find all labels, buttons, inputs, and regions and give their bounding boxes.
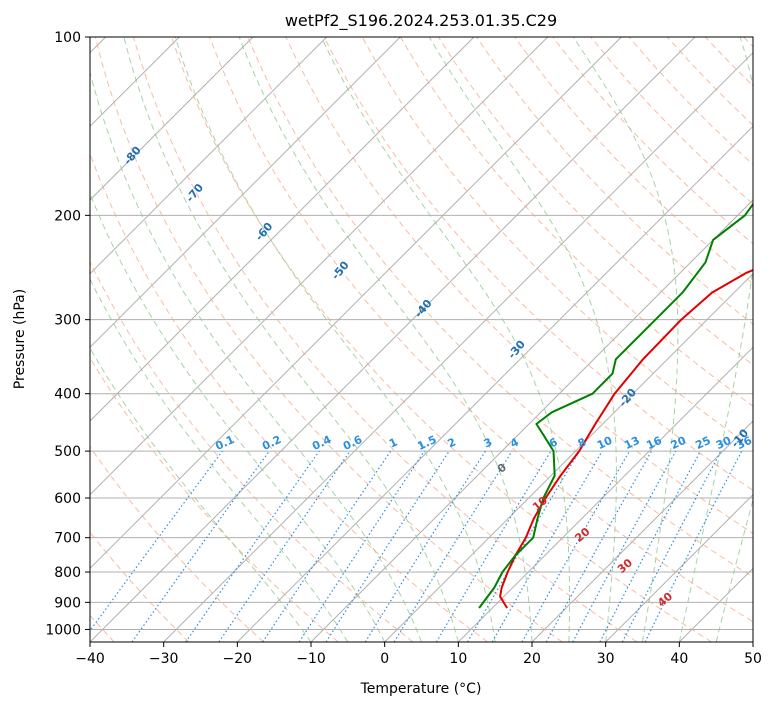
moist-adiabat-label: 20 <box>572 525 592 545</box>
moist-adiabat-line <box>16 37 348 642</box>
mixing-ratio-line <box>522 451 629 642</box>
isotherm-line <box>0 37 474 642</box>
x-tick-label: 40 <box>670 651 688 667</box>
x-tick-label: 0 <box>380 651 389 667</box>
mixing-ratio-label: 0.4 <box>310 433 333 453</box>
isotherm-line <box>679 37 775 642</box>
dry-adiabat-line <box>0 37 263 642</box>
mixing-ratio-label: 10 <box>595 434 615 452</box>
x-axis-title: Temperature (°C) <box>360 681 482 697</box>
y-tick-label: 700 <box>54 531 81 547</box>
y-tick-label: 1000 <box>45 622 81 638</box>
dry-adiabat-line <box>0 37 338 642</box>
y-axis-title: Pressure (hPa) <box>12 289 28 389</box>
mixing-ratio-label: 0.2 <box>260 433 283 453</box>
grid-layer <box>0 37 775 642</box>
dry-adiabat-line <box>57 37 488 642</box>
dry-adiabat-label: -80 <box>121 144 144 168</box>
x-tick-label: 50 <box>744 651 762 667</box>
isotherm-line <box>16 37 621 642</box>
temperature-profile-line <box>500 37 775 608</box>
isotherm-line <box>0 37 327 642</box>
mixing-ratio-label: 6 <box>547 435 560 450</box>
moist-adiabat-label: 30 <box>615 556 635 576</box>
isotherm-line <box>90 37 695 642</box>
mixing-ratio-label: 0.1 <box>213 433 236 453</box>
isotherm-line <box>0 37 253 642</box>
mixing-ratio-label: 0.6 <box>341 433 364 453</box>
mixing-ratio-line <box>82 451 223 642</box>
dry-adiabat-label: -70 <box>183 181 206 205</box>
mixing-ratio-line <box>263 451 391 642</box>
dry-adiabat-line <box>705 37 775 642</box>
isotherm-line <box>385 37 775 642</box>
x-tick-label: 30 <box>597 651 615 667</box>
moist-adiabat-line <box>124 37 458 642</box>
mixing-ratio-label: 3 <box>482 435 494 450</box>
y-tick-label: 900 <box>54 595 81 611</box>
y-tick-label: 400 <box>54 387 81 403</box>
isotherm-line <box>237 37 775 642</box>
x-tick-label: 20 <box>523 651 541 667</box>
x-tick-label: −20 <box>223 651 253 667</box>
moist-adiabat-label: 40 <box>655 590 675 610</box>
isotherm-line <box>753 37 775 642</box>
moist-adiabat-line <box>239 37 532 642</box>
mixing-ratio-line <box>436 451 551 642</box>
dry-adiabat-line <box>553 37 775 642</box>
y-tick-label: 300 <box>54 313 81 329</box>
x-tick-label: −30 <box>149 651 179 667</box>
dry-adiabat-line <box>515 37 775 642</box>
dry-adiabat-label: -60 <box>253 220 276 244</box>
mixing-ratio-label: 2 <box>446 435 458 450</box>
isotherm-line <box>458 37 775 642</box>
mixing-ratio-line <box>299 451 424 642</box>
dry-adiabat-line <box>438 37 775 642</box>
mixing-ratio-line <box>326 451 449 642</box>
moist-adiabat-line <box>175 37 495 642</box>
mixing-ratio-label: 1 <box>387 435 399 450</box>
moist-adiabat-line <box>0 37 311 642</box>
dry-adiabat-line <box>172 37 712 642</box>
dry-adiabat-line <box>133 37 637 642</box>
moist-adiabat-line <box>679 37 760 642</box>
dry-adiabat-line <box>19 37 413 642</box>
y-tick-label: 800 <box>54 565 81 581</box>
mixing-ratio-label: 1.5 <box>415 433 438 453</box>
dry-adiabat-line <box>744 37 775 642</box>
mixing-ratio-line <box>219 451 350 642</box>
y-tick-label: 200 <box>54 208 81 224</box>
isotherm-line <box>311 37 775 642</box>
dry-adiabat-line <box>591 37 775 642</box>
mixing-ratio-line <box>573 451 676 642</box>
y-tick-label: 100 <box>54 30 81 46</box>
x-tick-label: −40 <box>75 651 105 667</box>
x-tick-label: 10 <box>449 651 467 667</box>
y-tick-label: 600 <box>54 491 81 507</box>
moist-adiabat-label: 0 <box>495 461 509 476</box>
x-tick-label: −10 <box>296 651 326 667</box>
mixing-ratio-line <box>600 451 701 642</box>
mixing-ratio-label: 4 <box>508 435 521 450</box>
mixing-ratio-label: 16 <box>644 434 664 452</box>
dry-adiabat-label: -50 <box>329 258 352 282</box>
mixing-ratio-label: 20 <box>669 434 689 452</box>
mixing-ratio-label: 25 <box>693 434 712 452</box>
y-tick-label: 500 <box>54 444 81 460</box>
dry-adiabat-line <box>0 37 189 642</box>
dry-adiabat-line <box>667 37 775 642</box>
isotherm-line <box>0 37 400 642</box>
chart-title: wetPf2_S196.2024.253.01.35.C29 <box>285 11 557 31</box>
plot-frame <box>90 37 753 642</box>
mixing-ratio-label: 13 <box>622 434 641 452</box>
dry-adiabat-label: -20 <box>616 386 639 410</box>
mixing-ratio-line <box>365 451 485 642</box>
moist-adiabat-line <box>716 37 775 642</box>
